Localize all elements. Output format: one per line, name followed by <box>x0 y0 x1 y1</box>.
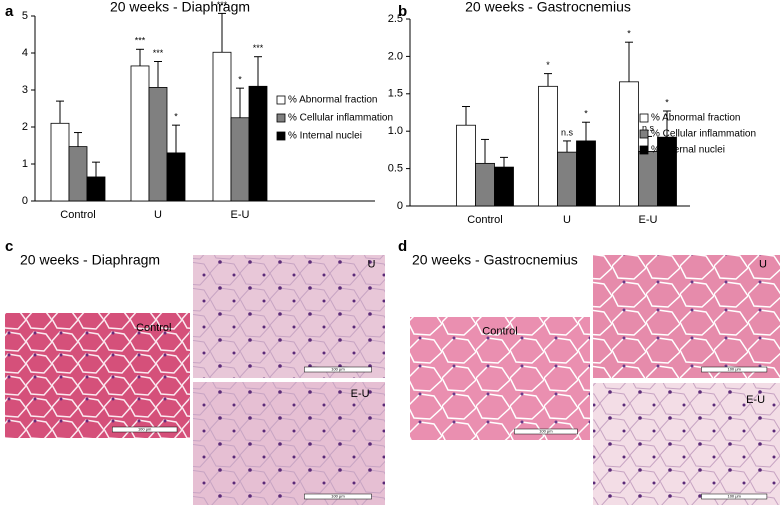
chart-title: 20 weeks - Gastrocnemius <box>465 0 631 15</box>
bar-chart: b 20 weeks - Gastrocnemius 0 0.5 1.0 1.5 2.0 2.… <box>388 0 756 226</box>
bar <box>230 117 250 202</box>
scale-label: 100 μm <box>727 494 741 499</box>
bar <box>538 85 558 207</box>
panels: c 20 weeks - Diaphragm Control 100 μm U 100 μ… <box>5 238 780 505</box>
y-tick-label: 5 <box>22 10 28 22</box>
legend-swatch <box>276 95 286 105</box>
legend-swatch <box>639 113 649 123</box>
legend-label: % Cellular inflammation <box>651 129 756 140</box>
y-tick-label: 1.0 <box>388 125 403 137</box>
tissue-texture <box>193 255 385 378</box>
bar <box>576 140 596 207</box>
scale-label: 100 μm <box>331 367 345 372</box>
panel-label: c <box>5 238 13 255</box>
image-label: Control <box>136 322 171 334</box>
y-tick-label: 1.5 <box>388 88 403 100</box>
bar <box>86 176 106 202</box>
scale-label: 100 μm <box>727 367 741 372</box>
bar <box>130 65 150 202</box>
x-tick-label: Control <box>60 209 95 221</box>
scale-bar <box>304 366 372 373</box>
scale-bar <box>304 493 372 500</box>
bar <box>494 166 514 207</box>
legend-label: % Abnormal fraction <box>288 95 378 106</box>
image-label: E-U <box>746 394 765 406</box>
tissue-texture <box>5 313 190 438</box>
panel-label: d <box>398 238 407 255</box>
legend-label: % Internal nuclei <box>651 145 725 156</box>
y-tick-label: 2.0 <box>388 50 403 62</box>
bar <box>212 51 232 202</box>
scale-label: 100 μm <box>331 494 345 499</box>
legend-label: % Abnormal fraction <box>651 113 741 124</box>
scale-bar <box>701 493 768 500</box>
scale-bar <box>112 426 178 433</box>
scale-bar <box>701 366 768 373</box>
legend-swatch <box>276 113 286 123</box>
tissue-texture <box>593 383 780 505</box>
bar <box>619 81 639 207</box>
histology-panel: d 20 weeks - Gastrocnemius Control 100 μm U 1… <box>398 238 780 505</box>
tissue-texture <box>593 255 780 378</box>
y-tick-label: 0 <box>397 200 403 212</box>
significance: *** <box>253 43 264 53</box>
tissue-texture <box>410 317 590 440</box>
panel-title: 20 weeks - Diaphragm <box>20 252 160 268</box>
significance: *** <box>217 0 228 10</box>
bar <box>475 162 495 207</box>
legend-label: % Internal nuclei <box>288 131 362 142</box>
y-tick-label: 2 <box>22 121 28 133</box>
scale-bar <box>514 428 578 435</box>
significance: * <box>665 97 669 107</box>
image-label: Control <box>482 326 517 338</box>
y-tick-label: 0 <box>22 195 28 207</box>
x-tick-label: E-U <box>639 214 658 226</box>
legend-swatch <box>276 131 286 141</box>
legend-swatch <box>639 145 649 155</box>
y-tick-label: 1 <box>22 158 28 170</box>
significance: * <box>546 60 550 70</box>
image-label: U <box>759 259 767 271</box>
bar <box>248 85 268 202</box>
significance: *** <box>153 48 164 58</box>
tissue-texture <box>193 382 385 505</box>
bar <box>68 146 88 202</box>
significance: *** <box>135 36 146 46</box>
image-label: U <box>367 259 375 271</box>
x-tick-label: Control <box>467 214 502 226</box>
panel-label: a <box>5 3 14 20</box>
legend-label: % Cellular inflammation <box>288 113 393 124</box>
image-label: E-U <box>351 388 370 400</box>
x-tick-label: U <box>563 214 571 226</box>
y-tick-label: 0.5 <box>388 163 403 175</box>
bar <box>148 87 168 202</box>
significance: n.s <box>561 127 574 137</box>
x-tick-label: U <box>154 209 162 221</box>
significance: * <box>174 112 178 122</box>
scale-label: 100 μm <box>539 429 553 434</box>
legend-swatch <box>639 129 649 139</box>
significance: n.s <box>642 123 655 133</box>
bar <box>456 124 476 207</box>
bar <box>557 151 577 207</box>
scale-label: 100 μm <box>138 427 152 432</box>
panel-title: 20 weeks - Gastrocnemius <box>412 252 578 268</box>
panel-label: b <box>398 3 407 20</box>
bar <box>638 150 658 207</box>
y-tick-label: 3 <box>22 84 28 96</box>
bar <box>166 152 186 202</box>
significance: * <box>238 75 242 85</box>
histology-panel: c 20 weeks - Diaphragm Control 100 μm U 100 μ… <box>5 238 385 505</box>
significance: * <box>584 109 588 119</box>
bar <box>50 122 70 202</box>
bar <box>657 136 677 207</box>
x-tick-label: E-U <box>231 209 250 221</box>
chart-title: 20 weeks - Diaphragm <box>110 0 250 15</box>
y-tick-label: 4 <box>22 47 28 59</box>
y-tick-label: 2.5 <box>388 13 403 25</box>
significance: * <box>627 29 631 39</box>
